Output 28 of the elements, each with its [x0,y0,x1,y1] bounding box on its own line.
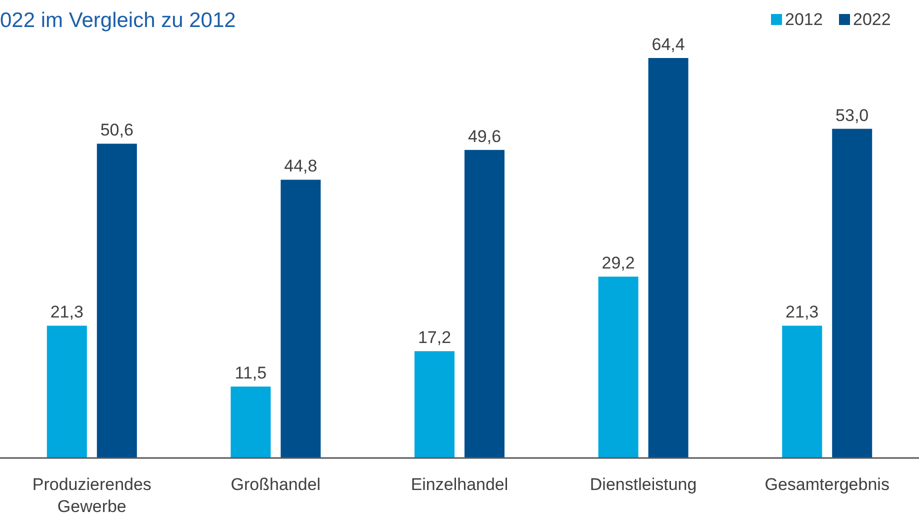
bar [230,386,271,458]
bar [782,326,822,458]
data-label: 50,6 [100,120,134,140]
data-label: 21,3 [786,302,819,322]
bar [96,144,137,458]
data-label: 11,5 [234,364,267,383]
data-label: 44,8 [284,156,318,176]
data-label: 53,0 [836,106,869,125]
bar [648,58,688,458]
data-label: 49,6 [468,126,502,146]
bar [832,128,872,458]
x-tick-label: Gesamtergebnis [764,475,890,494]
legend-label: 2022 [853,10,891,29]
x-tick-label: Einzelhandel [410,475,508,494]
bar [598,276,638,458]
x-tick-label: Produzierendes Gewerbe [32,475,152,515]
bar [464,150,504,458]
bar [414,351,454,458]
chart-title: 022 im Vergleich zu 2012 [0,9,236,32]
data-label: 21,3 [50,302,84,322]
data-label: 17,2 [418,328,452,348]
x-tick-label: Dienstleistung [590,475,697,494]
x-tick-label: Großhandel [230,475,321,494]
data-label: 29,2 [602,254,635,273]
legend-label: 2012 [785,10,823,29]
bar [280,180,321,458]
bar [46,326,87,458]
data-label: 64,4 [652,35,685,54]
